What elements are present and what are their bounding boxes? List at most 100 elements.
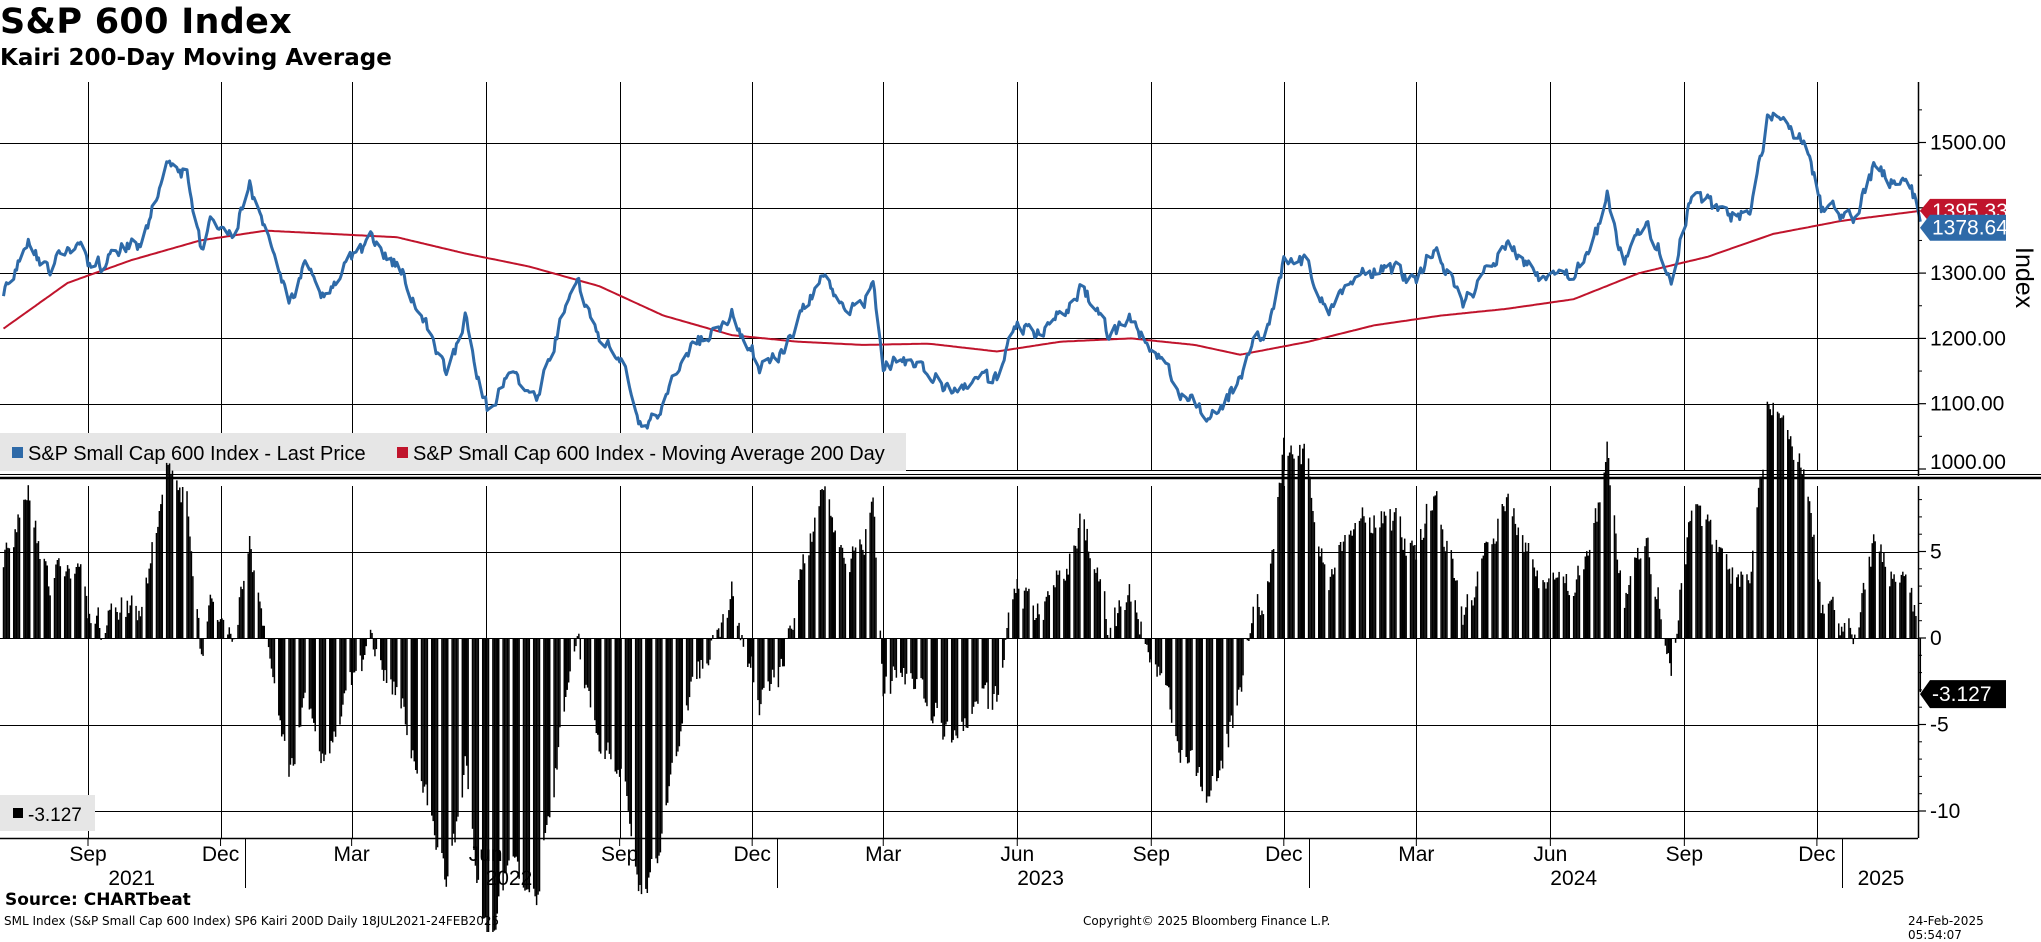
kairi-bar [148, 568, 150, 638]
kairi-bar [401, 638, 404, 699]
kairi-bar [492, 638, 494, 932]
kairi-bar [167, 464, 169, 638]
kairi-bar [1425, 503, 1428, 638]
kairi-bar [149, 563, 152, 638]
kairi-bar [854, 547, 857, 638]
kairi-bar [47, 586, 50, 638]
kairi-bar [1077, 528, 1080, 638]
kairi-bar [1766, 401, 1769, 638]
kairi-bar [563, 638, 566, 712]
kairi-bar [669, 638, 672, 775]
kairi-bar [1221, 638, 1224, 769]
kairi-bar [1083, 519, 1086, 638]
kairi-bar [1278, 482, 1281, 638]
kairi-bar [186, 491, 188, 638]
kairi-bar [165, 462, 168, 638]
kairi-bar [1462, 624, 1464, 638]
kairi-bar [228, 627, 231, 638]
kairi-bar [1858, 627, 1860, 638]
kairi-bar [658, 638, 660, 856]
kairi-bar [853, 550, 855, 638]
kairi-bar [1741, 574, 1744, 638]
chart-title: S&P 600 Index [0, 2, 293, 42]
kairi-bar [1106, 635, 1109, 638]
kairi-bar [1379, 527, 1381, 638]
kairi-bar [208, 605, 210, 638]
kairi-bar [1915, 616, 1917, 638]
kairi-bar [872, 497, 874, 638]
kairi-bar [109, 609, 111, 638]
kairi-bar [885, 638, 887, 677]
kairi-bar [758, 638, 761, 716]
kairi-bar [537, 638, 539, 895]
kairi-bar [1843, 623, 1846, 638]
kairi-bar [1772, 402, 1774, 638]
kairi-bar [548, 638, 551, 818]
kairi-bar [1354, 523, 1356, 638]
kairi-bar [615, 638, 618, 774]
kairi-bar [291, 638, 293, 759]
kairi-bar [1115, 626, 1118, 638]
kairi-bar [1586, 551, 1588, 638]
kairi-bar [873, 516, 876, 638]
kairi-bar [237, 624, 239, 638]
kairi-bar [157, 526, 159, 638]
kairi-bar [576, 636, 579, 638]
kairi-bar [1165, 638, 1167, 686]
kairi-bar [372, 638, 375, 650]
kairi-bar [1679, 589, 1681, 638]
kairi-bar [1888, 586, 1891, 638]
kairi-bar [413, 638, 416, 762]
kairi-bar [512, 638, 515, 857]
price-last-value-tag: 1378.64 [1920, 214, 2008, 241]
kairi-bar [1138, 634, 1141, 638]
kairi-bar [1205, 638, 1208, 803]
kairi-bar [17, 514, 19, 638]
kairi-bar [1380, 511, 1383, 638]
kairi-bar [1291, 454, 1294, 638]
kairi-bar [1290, 445, 1292, 638]
kairi-bar [1893, 574, 1895, 638]
kairi-bar [181, 487, 184, 638]
kairi-bar [1267, 581, 1269, 638]
kairi-bar [1738, 586, 1741, 638]
kairi-bar [487, 638, 490, 932]
kairi-bar [1358, 520, 1361, 638]
kairi-bar [1089, 558, 1091, 638]
kairi-bar [477, 638, 480, 880]
kairi-bar [701, 638, 704, 669]
kairi-bar [803, 563, 806, 638]
kairi-bar [966, 638, 969, 728]
kairi-bar [650, 638, 653, 859]
kairi-bar [712, 635, 714, 638]
kairi-bar [1047, 591, 1049, 638]
kairi-bar [597, 638, 599, 735]
kairi-bar [822, 490, 825, 638]
kairi-bar [238, 597, 241, 638]
kairi-bar [1433, 496, 1435, 638]
kairi-bar [618, 638, 621, 777]
kairi-bar [151, 542, 153, 638]
kairi-bar [385, 638, 388, 683]
kairi-bar [732, 596, 734, 638]
kairi-bar [1807, 496, 1809, 638]
kairi-bar [240, 586, 242, 638]
kairi-bar [199, 638, 201, 649]
kairi-bar [696, 638, 698, 679]
kairi-bar [926, 638, 928, 707]
month-label: Mar [865, 843, 901, 866]
kairi-bar [110, 603, 113, 638]
kairi-bar [442, 638, 445, 859]
kairi-bar [1402, 549, 1404, 638]
kairi-bar [1079, 513, 1081, 638]
kairi-bar [1261, 610, 1263, 638]
kairi-bar [1350, 530, 1352, 638]
kairi-bar [1036, 603, 1039, 638]
month-label: Jun [1533, 843, 1567, 866]
kairi-bar [79, 564, 82, 638]
kairi-bar [1623, 607, 1626, 638]
kairi-bar [53, 578, 56, 638]
kairi-bar [1368, 517, 1371, 638]
kairi-bar [197, 617, 200, 638]
kairi-bar [1262, 614, 1265, 638]
